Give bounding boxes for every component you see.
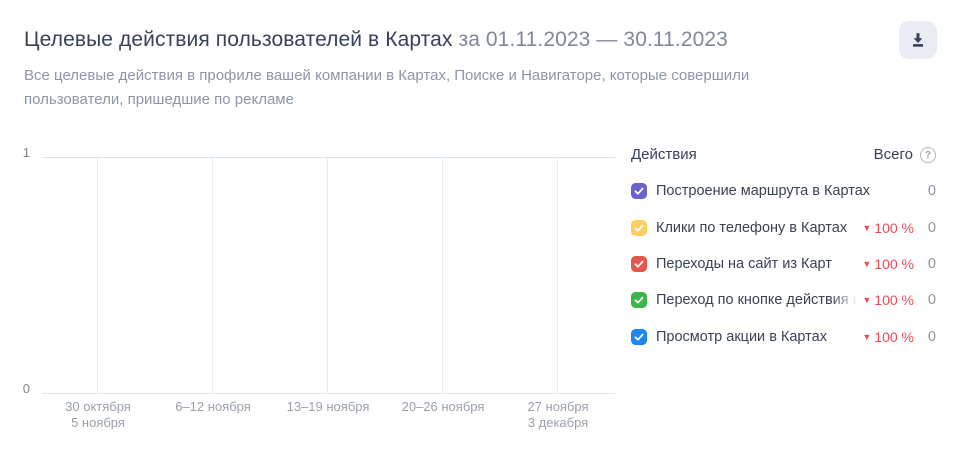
legend-row-label: Построение маршрута в Картах — [656, 183, 871, 199]
title-text: Целевые действия пользователей в Картах — [24, 28, 453, 51]
page-subtitle: Все целевые действия в профиле вашей ком… — [24, 67, 750, 108]
total-value: 0 — [927, 256, 936, 272]
change-percent: 100 % — [874, 256, 914, 272]
legend-row[interactable]: Переходы на сайт из Карт ▼ 100 % 0 — [631, 254, 936, 274]
total-value: 0 — [927, 292, 936, 308]
gridline — [557, 158, 558, 393]
checkbox-phone-clicks[interactable] — [631, 220, 647, 236]
help-icon[interactable]: ? — [920, 146, 936, 163]
trend-down-icon: ▼ — [862, 223, 872, 233]
change-percent: 100 % — [874, 329, 914, 345]
download-button[interactable] — [899, 21, 937, 59]
legend-row[interactable]: Просмотр акции в Картах ▼ 100 % 0 — [631, 327, 936, 347]
check-icon — [634, 224, 644, 232]
gridline — [442, 158, 443, 393]
trend-down-icon: ▼ — [862, 259, 872, 269]
title-period: за 01.11.2023 — 30.11.2023 — [452, 28, 728, 51]
chart-plot-area — [42, 157, 615, 394]
trend-down-icon: ▼ — [862, 295, 872, 305]
check-icon — [634, 296, 644, 304]
checkbox-promo-views[interactable] — [631, 329, 647, 345]
check-icon — [634, 187, 644, 195]
download-icon — [908, 30, 928, 50]
total-value: 0 — [927, 220, 936, 236]
legend-header: Действия Всего ? — [631, 146, 936, 163]
legend-row-label: Переходы на сайт из Карт — [656, 256, 832, 272]
y-axis-tick-min: 0 — [22, 381, 30, 396]
x-axis-tick: 13–19 ноября — [286, 399, 370, 414]
legend-row[interactable]: Клики по телефону в Картах ▼ 100 % 0 — [631, 218, 936, 238]
checkbox-action-button[interactable] — [631, 292, 647, 308]
x-axis-tick: 30 октября 5 ноября — [65, 399, 131, 430]
legend-row-label: Просмотр акции в Картах — [656, 329, 827, 345]
checkbox-route-maps[interactable] — [631, 183, 647, 199]
change-percent: 100 % — [874, 292, 914, 308]
legend-row-label: Клики по телефону в Картах — [656, 220, 848, 236]
legend-row[interactable]: Построение маршрута в Картах 0 — [631, 181, 936, 201]
change-percent: 100 % — [874, 220, 914, 236]
x-axis-tick: 6–12 ноября — [175, 399, 251, 414]
check-icon — [634, 333, 644, 341]
x-axis-tick: 20–26 ноября — [401, 399, 485, 414]
total-value: 0 — [927, 329, 936, 345]
page-title: Целевые действия пользователей в Картах … — [24, 27, 728, 53]
trend-down-icon: ▼ — [862, 332, 872, 342]
legend-row-label: Переход по кнопке действия из — [656, 292, 863, 308]
x-axis-tick: 27 ноября 3 декабря — [527, 399, 589, 430]
total-value: 0 — [927, 183, 936, 199]
gridline — [327, 158, 328, 393]
check-icon — [634, 260, 644, 268]
column-header-actions: Действия — [631, 146, 697, 163]
column-header-total: Всего — [873, 146, 913, 163]
legend-row[interactable]: Переход по кнопке действия из ▼ 100 % 0 — [631, 290, 936, 310]
gridline — [97, 158, 98, 393]
checkbox-site-visits[interactable] — [631, 256, 647, 272]
gridline — [212, 158, 213, 393]
y-axis-tick-max: 1 — [22, 145, 30, 160]
